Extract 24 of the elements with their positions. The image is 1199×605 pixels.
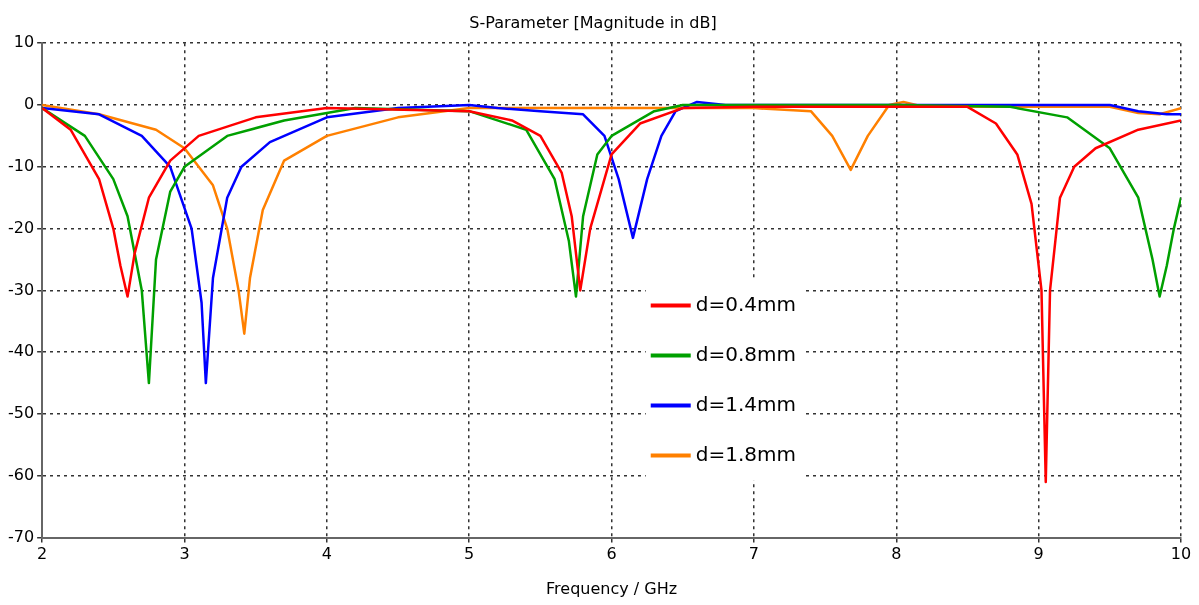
x-tick-label: 10 xyxy=(1170,544,1192,564)
y-tick-label: -40 xyxy=(7,341,35,361)
legend-label: d=0.8mm xyxy=(695,341,796,366)
y-tick-label: -30 xyxy=(7,279,35,299)
y-tick-label: -10 xyxy=(7,155,35,175)
x-tick-label: 4 xyxy=(321,544,332,564)
x-tick-label: 9 xyxy=(1033,544,1044,564)
x-tick-label: 2 xyxy=(37,544,48,564)
legend-label: d=1.8mm xyxy=(695,441,796,466)
y-tick-label: -20 xyxy=(7,217,35,237)
y-tick-label: 10 xyxy=(13,32,35,52)
x-tick-label: 6 xyxy=(606,544,617,564)
x-tick-label: 3 xyxy=(179,544,190,564)
chart-title: S-Parameter [Magnitude in dB] xyxy=(469,12,717,32)
x-tick-label: 5 xyxy=(464,544,475,564)
x-tick-label: 8 xyxy=(891,544,902,564)
y-tick-label: -50 xyxy=(7,403,35,423)
x-axis-title: Frequency / GHz xyxy=(546,578,678,598)
x-tick-label: 7 xyxy=(748,544,760,564)
legend-label: d=0.4mm xyxy=(695,291,796,316)
legend-label: d=1.4mm xyxy=(695,391,796,416)
y-tick-label: -70 xyxy=(7,526,35,546)
y-tick-label: -60 xyxy=(7,464,35,484)
y-tick-label: 0 xyxy=(23,94,35,114)
